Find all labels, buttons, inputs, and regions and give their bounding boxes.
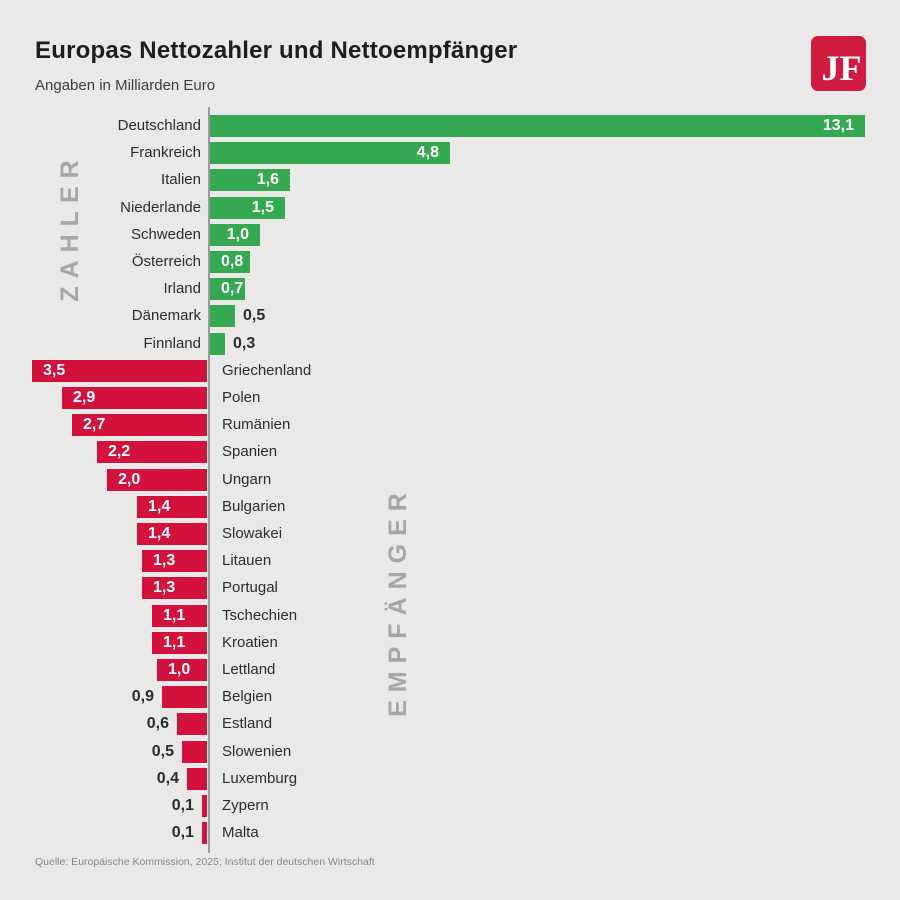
bar-zypern bbox=[202, 795, 207, 817]
bar-kroatien: 1,1 bbox=[152, 632, 207, 654]
country-label-luxemburg: Luxemburg bbox=[222, 770, 298, 787]
bar-value-rumanien: 2,7 bbox=[83, 416, 106, 433]
bar-slowenien bbox=[182, 741, 207, 763]
bar-value-finnland: 0,3 bbox=[233, 335, 256, 352]
bar-danemark bbox=[210, 305, 235, 327]
bar-tschechien: 1,1 bbox=[152, 605, 207, 627]
bar-slowakei: 1,4 bbox=[137, 523, 207, 545]
country-label-bulgarien: Bulgarien bbox=[222, 498, 286, 515]
country-label-tschechien: Tschechien bbox=[222, 607, 298, 624]
bar-bulgarien: 1,4 bbox=[137, 496, 207, 518]
bar-frankreich: 4,8 bbox=[210, 142, 450, 164]
axis-line bbox=[208, 107, 210, 853]
country-label-slowakei: Slowakei bbox=[222, 525, 283, 542]
bar-belgien bbox=[162, 686, 207, 708]
bar-rumanien: 2,7 bbox=[72, 414, 207, 436]
bar-estland bbox=[177, 713, 207, 735]
bar-value-griechenland: 3,5 bbox=[43, 362, 66, 379]
bar-osterreich: 0,8 bbox=[210, 251, 250, 273]
bar-polen: 2,9 bbox=[62, 387, 207, 409]
country-label-slowenien: Slowenien bbox=[222, 743, 292, 760]
bar-value-italien: 1,6 bbox=[256, 171, 279, 188]
country-label-italien: Italien bbox=[160, 171, 201, 188]
bar-value-niederlande: 1,5 bbox=[251, 199, 274, 216]
country-label-litauen: Litauen bbox=[222, 552, 272, 569]
country-label-malta: Malta bbox=[222, 824, 259, 841]
country-label-frankreich: Frankreich bbox=[130, 144, 201, 161]
bar-spanien: 2,2 bbox=[97, 441, 207, 463]
bar-litauen: 1,3 bbox=[142, 550, 207, 572]
country-label-polen: Polen bbox=[222, 389, 261, 406]
bar-value-irland: 0,7 bbox=[221, 280, 244, 297]
bar-value-litauen: 1,3 bbox=[153, 552, 176, 569]
bar-value-frankreich: 4,8 bbox=[416, 144, 439, 161]
country-label-niederlande: Niederlande bbox=[120, 199, 201, 216]
country-label-estland: Estland bbox=[222, 715, 273, 732]
bar-value-estland: 0,6 bbox=[146, 715, 169, 732]
country-label-deutschland: Deutschland bbox=[117, 117, 201, 134]
bar-lettland: 1,0 bbox=[157, 659, 207, 681]
bar-value-malta: 0,1 bbox=[171, 824, 194, 841]
bar-value-lettland: 1,0 bbox=[168, 661, 191, 678]
bar-irland: 0,7 bbox=[210, 278, 245, 300]
country-label-kroatien: Kroatien bbox=[222, 634, 278, 651]
country-label-irland: Irland bbox=[163, 280, 201, 297]
country-label-ungarn: Ungarn bbox=[222, 471, 272, 488]
bar-griechenland: 3,5 bbox=[32, 360, 207, 382]
bar-value-belgien: 0,9 bbox=[131, 688, 154, 705]
page-title: Europas Nettozahler und Nettoempfänger bbox=[35, 37, 518, 64]
country-label-rumanien: Rumänien bbox=[222, 416, 291, 433]
bar-deutschland: 13,1 bbox=[210, 115, 865, 137]
bar-portugal: 1,3 bbox=[142, 577, 207, 599]
bar-value-portugal: 1,3 bbox=[153, 579, 176, 596]
country-label-spanien: Spanien bbox=[222, 443, 278, 460]
jf-logo-text: JF bbox=[821, 47, 862, 88]
bar-value-deutschland: 13,1 bbox=[822, 117, 854, 134]
bar-luxemburg bbox=[187, 768, 207, 790]
country-label-portugal: Portugal bbox=[222, 579, 278, 596]
bar-value-osterreich: 0,8 bbox=[221, 253, 244, 270]
source-note: Quelle: Europäische Kommission, 2025; In… bbox=[35, 856, 375, 868]
country-label-finnland: Finnland bbox=[143, 335, 201, 352]
page-subtitle: Angaben in Milliarden Euro bbox=[35, 77, 216, 94]
bar-value-bulgarien: 1,4 bbox=[148, 498, 171, 515]
bar-value-slowenien: 0,5 bbox=[151, 743, 174, 760]
country-label-lettland: Lettland bbox=[222, 661, 276, 678]
jf-logo: JF bbox=[811, 36, 866, 91]
bar-value-slowakei: 1,4 bbox=[148, 525, 171, 542]
bar-finnland bbox=[210, 333, 225, 355]
bar-ungarn: 2,0 bbox=[107, 469, 207, 491]
country-label-danemark: Dänemark bbox=[131, 307, 201, 324]
bar-value-danemark: 0,5 bbox=[243, 307, 266, 324]
bar-value-polen: 2,9 bbox=[73, 389, 96, 406]
group-label-empfaenger: EMPFÄNGER bbox=[383, 485, 412, 717]
country-label-griechenland: Griechenland bbox=[222, 362, 312, 379]
bar-value-tschechien: 1,1 bbox=[163, 607, 186, 624]
bar-value-ungarn: 2,0 bbox=[118, 471, 141, 488]
bar-value-zypern: 0,1 bbox=[171, 797, 194, 814]
bar-value-schweden: 1,0 bbox=[226, 226, 249, 243]
bar-value-spanien: 2,2 bbox=[108, 443, 131, 460]
bar-malta bbox=[202, 822, 207, 844]
bar-italien: 1,6 bbox=[210, 169, 290, 191]
country-label-belgien: Belgien bbox=[222, 688, 273, 705]
country-label-osterreich: Österreich bbox=[131, 253, 201, 270]
country-label-zypern: Zypern bbox=[222, 797, 269, 814]
bar-value-kroatien: 1,1 bbox=[163, 634, 186, 651]
bar-value-luxemburg: 0,4 bbox=[156, 770, 179, 787]
bar-schweden: 1,0 bbox=[210, 224, 260, 246]
country-label-schweden: Schweden bbox=[130, 226, 201, 243]
bar-niederlande: 1,5 bbox=[210, 197, 285, 219]
